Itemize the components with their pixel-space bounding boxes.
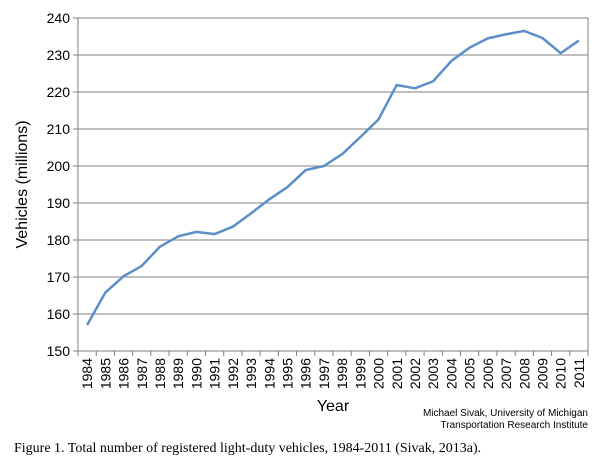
- x-tick-label: 2011: [571, 358, 587, 388]
- x-tick-label: 2007: [498, 358, 514, 389]
- x-tick-label: 2004: [443, 358, 459, 389]
- x-tick-label: 2009: [534, 358, 550, 389]
- x-axis-ticks: 1984 1985 1986 1987 1988 1989 1990 1991 1992 1993…: [77, 351, 589, 389]
- credit-line-1: Michael Sivak, University of Michigan: [423, 408, 588, 419]
- y-tick-label: 160: [47, 306, 71, 322]
- x-tick-label: 1984: [79, 358, 95, 389]
- y-tick-label: 150: [47, 343, 71, 359]
- x-tick-label: 1991: [207, 358, 223, 389]
- x-tick-label: 1992: [225, 358, 241, 389]
- x-tick-label: 1998: [334, 358, 350, 389]
- x-tick-label: 1997: [316, 358, 332, 389]
- x-tick-label: 1994: [261, 358, 277, 389]
- y-tick-label: 240: [47, 10, 71, 26]
- y-tick-label: 220: [47, 84, 71, 100]
- y-tick-label: 180: [47, 232, 71, 248]
- x-tick-label: 1988: [152, 358, 168, 389]
- x-tick-label: 1995: [279, 358, 295, 389]
- figure-caption: Figure 1. Total number of registered lig…: [14, 441, 482, 456]
- x-tick-label: 1993: [243, 358, 259, 389]
- x-tick-label: 1996: [298, 358, 314, 389]
- x-tick-label: 1985: [97, 358, 113, 389]
- x-axis-title: Year: [317, 398, 350, 415]
- plot-area-frame: [77, 17, 589, 352]
- x-tick-label: 1986: [116, 358, 132, 389]
- x-tick-label: 1990: [188, 358, 204, 389]
- x-tick-label: 2005: [462, 358, 478, 389]
- series-line: [86, 29, 580, 326]
- x-tick-label: 1989: [170, 358, 186, 389]
- x-tick-label: 2001: [389, 358, 405, 389]
- y-axis-title: Vehicles (millions): [14, 120, 31, 248]
- grid-lines: [78, 54, 588, 315]
- y-axis-ticks: 150 160 170 180 190 200 210 220 230 240: [47, 10, 78, 359]
- credit-line-2: Transportation Research Institute: [441, 420, 589, 431]
- x-tick-label: 2006: [480, 358, 496, 389]
- x-tick-label: 2008: [516, 358, 532, 389]
- y-tick-label: 170: [47, 269, 71, 285]
- x-tick-label: 2002: [407, 358, 423, 389]
- x-tick-label: 1999: [352, 358, 368, 389]
- x-tick-label: 2000: [371, 358, 387, 389]
- y-tick-label: 190: [47, 195, 71, 211]
- y-tick-label: 200: [47, 158, 71, 174]
- x-tick-label: 2010: [553, 358, 569, 389]
- y-tick-label: 210: [47, 121, 71, 137]
- x-tick-label: 2003: [425, 358, 441, 389]
- y-tick-label: 230: [47, 47, 71, 63]
- x-tick-label: 1987: [134, 358, 150, 389]
